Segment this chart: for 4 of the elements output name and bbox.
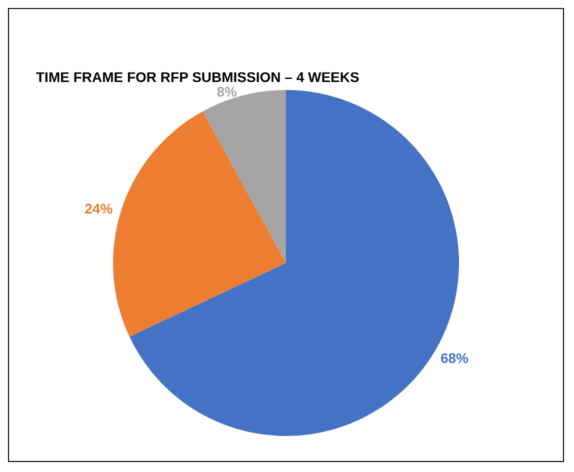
data-label: 68% bbox=[440, 350, 470, 366]
data-label: 24% bbox=[84, 200, 114, 216]
chart-title: TIME FRAME FOR RFP SUBMISSION – 4 WEEKS bbox=[36, 69, 360, 85]
data-label: 8% bbox=[216, 84, 238, 100]
